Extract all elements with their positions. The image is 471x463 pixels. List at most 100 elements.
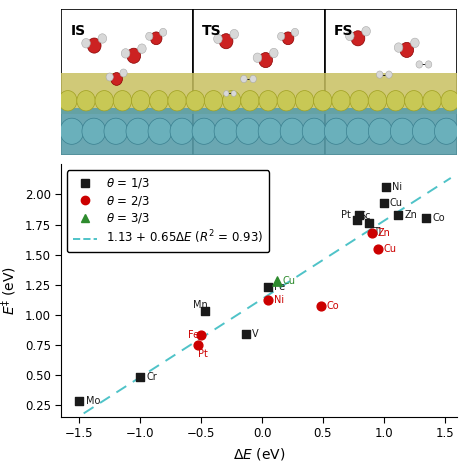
- Circle shape: [394, 43, 403, 52]
- Point: [264, 296, 272, 304]
- Point: [422, 215, 430, 222]
- Text: Fe: Fe: [188, 330, 199, 340]
- Point: [197, 332, 205, 339]
- Circle shape: [368, 118, 392, 144]
- Circle shape: [441, 91, 460, 111]
- Text: Co: Co: [432, 213, 445, 224]
- Circle shape: [214, 118, 238, 144]
- Circle shape: [231, 91, 236, 96]
- Circle shape: [258, 118, 282, 144]
- Text: Cu: Cu: [390, 198, 403, 208]
- Circle shape: [113, 91, 132, 111]
- Point: [353, 216, 361, 224]
- Point: [317, 302, 325, 310]
- Circle shape: [127, 48, 141, 63]
- Text: Sc: Sc: [359, 211, 371, 221]
- Point: [273, 277, 280, 285]
- Circle shape: [302, 118, 326, 144]
- Circle shape: [104, 118, 128, 144]
- Circle shape: [416, 61, 422, 68]
- Point: [380, 199, 388, 206]
- Circle shape: [295, 91, 314, 111]
- Circle shape: [413, 118, 436, 144]
- Circle shape: [160, 28, 167, 36]
- Point: [201, 307, 209, 315]
- Circle shape: [126, 118, 150, 144]
- Circle shape: [390, 118, 414, 144]
- Text: Cu: Cu: [283, 276, 296, 286]
- Circle shape: [292, 28, 299, 36]
- Circle shape: [325, 118, 348, 144]
- Circle shape: [411, 38, 419, 48]
- Text: Ni: Ni: [274, 295, 284, 305]
- Circle shape: [204, 91, 223, 111]
- Circle shape: [224, 91, 229, 96]
- Bar: [61, 108, 457, 155]
- Circle shape: [77, 91, 95, 111]
- Circle shape: [423, 91, 441, 111]
- Circle shape: [222, 91, 241, 111]
- Circle shape: [434, 118, 458, 144]
- Circle shape: [405, 91, 423, 111]
- Circle shape: [111, 73, 122, 85]
- Point: [76, 397, 83, 405]
- Circle shape: [98, 34, 106, 43]
- Circle shape: [282, 32, 294, 45]
- Circle shape: [58, 91, 77, 111]
- Text: Pt: Pt: [197, 349, 207, 359]
- Legend: $\theta$ = 1/3, $\theta$ = 2/3, $\theta$ = 3/3, 1.13 + 0.65$\Delta E$ ($R^2$ = 0: $\theta$ = 1/3, $\theta$ = 2/3, $\theta$…: [67, 170, 269, 252]
- Text: Pt: Pt: [341, 210, 351, 220]
- Circle shape: [376, 71, 383, 78]
- Point: [365, 219, 373, 227]
- Circle shape: [259, 52, 273, 68]
- Circle shape: [131, 91, 150, 111]
- Circle shape: [122, 49, 130, 58]
- Circle shape: [253, 53, 262, 63]
- Circle shape: [106, 73, 114, 81]
- Text: Fe: Fe: [274, 282, 285, 292]
- Circle shape: [351, 31, 365, 46]
- Circle shape: [120, 69, 127, 77]
- Point: [137, 373, 144, 381]
- Circle shape: [314, 91, 332, 111]
- Text: Mn: Mn: [193, 300, 207, 310]
- Bar: [61, 9, 193, 155]
- Circle shape: [95, 91, 114, 111]
- Circle shape: [192, 118, 216, 144]
- Circle shape: [277, 91, 296, 111]
- Circle shape: [146, 32, 153, 40]
- Point: [368, 229, 375, 237]
- Circle shape: [214, 34, 222, 44]
- Y-axis label: $E^\ddag$ (eV): $E^\ddag$ (eV): [0, 266, 19, 315]
- Text: Mo: Mo: [86, 396, 100, 406]
- Circle shape: [168, 91, 187, 111]
- Text: IS: IS: [71, 24, 86, 38]
- Point: [194, 341, 201, 348]
- Point: [395, 211, 402, 219]
- Circle shape: [368, 91, 387, 111]
- Text: V: V: [252, 329, 259, 339]
- Circle shape: [350, 91, 368, 111]
- Circle shape: [148, 118, 172, 144]
- Circle shape: [230, 30, 238, 39]
- Circle shape: [332, 91, 350, 111]
- Circle shape: [241, 75, 247, 82]
- Point: [356, 211, 363, 219]
- Bar: [325, 9, 457, 155]
- Text: Cu: Cu: [384, 244, 397, 254]
- Circle shape: [362, 26, 370, 36]
- Circle shape: [259, 91, 277, 111]
- Circle shape: [82, 118, 106, 144]
- Circle shape: [386, 91, 405, 111]
- Circle shape: [82, 38, 90, 48]
- Circle shape: [170, 118, 194, 144]
- Circle shape: [138, 44, 146, 53]
- Circle shape: [150, 32, 162, 45]
- Circle shape: [277, 32, 285, 40]
- Point: [264, 283, 272, 291]
- Circle shape: [241, 91, 259, 111]
- Text: Ti: Ti: [373, 227, 381, 237]
- Circle shape: [150, 91, 168, 111]
- Bar: [61, 73, 457, 114]
- Point: [382, 183, 390, 191]
